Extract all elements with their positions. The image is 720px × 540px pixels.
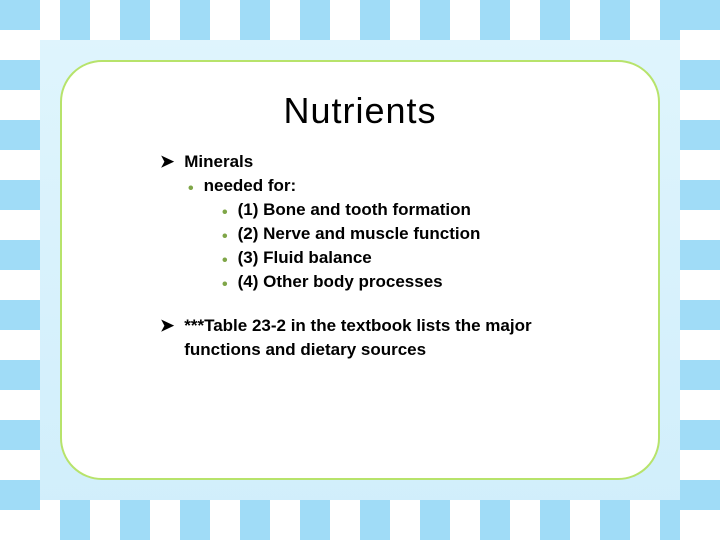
bullet-level1: ➤ Minerals [160, 150, 610, 174]
border-stripes-top [0, 0, 720, 40]
content-card: Nutrients ➤ Minerals • needed for: • (1)… [60, 60, 660, 480]
bullet-level1: ➤ ***Table 23-2 in the textbook lists th… [160, 314, 610, 362]
bullet-label: Minerals [184, 150, 253, 174]
bullet-level3: • (3) Fluid balance [222, 246, 610, 270]
bullet-level3: • (1) Bone and tooth formation [222, 198, 610, 222]
bullet-level3: • (4) Other body processes [222, 270, 610, 294]
bullet-label: ***Table 23-2 in the textbook lists the … [184, 314, 610, 362]
bullet-level3: • (2) Nerve and muscle function [222, 222, 610, 246]
bullet-label: (3) Fluid balance [238, 246, 372, 270]
dot-icon: • [222, 229, 228, 245]
arrow-icon: ➤ [160, 150, 174, 174]
border-stripes-right [680, 0, 720, 540]
dot-icon: • [188, 181, 194, 197]
bullet-label: (1) Bone and tooth formation [238, 198, 471, 222]
dot-icon: • [222, 277, 228, 293]
bullet-label: (2) Nerve and muscle function [238, 222, 481, 246]
dot-icon: • [222, 253, 228, 269]
slide-frame: Nutrients ➤ Minerals • needed for: • (1)… [0, 0, 720, 540]
slide-title: Nutrients [110, 90, 610, 132]
border-stripes-left [0, 0, 40, 540]
bullet-label: (4) Other body processes [238, 270, 443, 294]
border-stripes-bottom [0, 500, 720, 540]
slide-body: ➤ Minerals • needed for: • (1) Bone and … [110, 150, 610, 362]
bullet-label: needed for: [204, 174, 297, 198]
dot-icon: • [222, 205, 228, 221]
bullet-level2: • needed for: [188, 174, 610, 198]
arrow-icon: ➤ [160, 314, 174, 338]
